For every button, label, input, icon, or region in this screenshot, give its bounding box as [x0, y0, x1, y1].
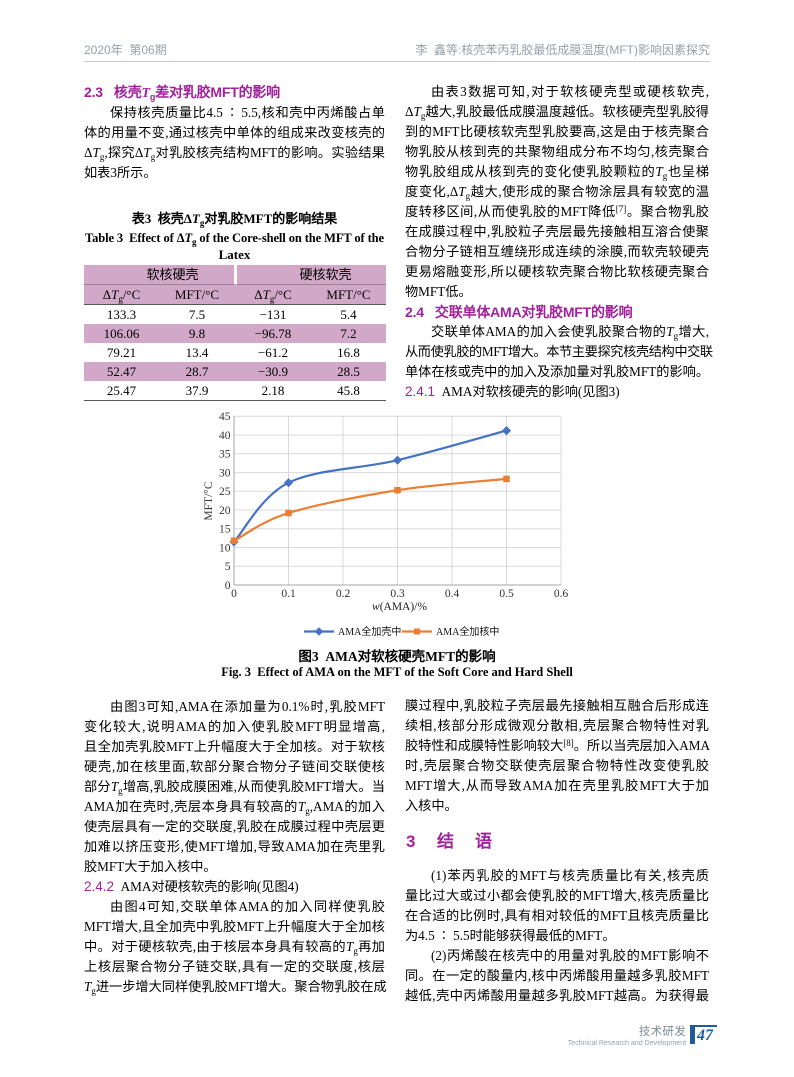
- svg-text:0: 0: [231, 588, 237, 600]
- svg-text:0.1: 0.1: [281, 588, 296, 600]
- svg-text:AMA全加壳中: AMA全加壳中: [338, 625, 401, 638]
- svg-text:0.6: 0.6: [554, 588, 569, 600]
- svg-text:0.3: 0.3: [390, 588, 405, 600]
- svg-text:0.5: 0.5: [499, 588, 514, 600]
- svg-text:0: 0: [225, 580, 231, 592]
- svg-text:w(AMA)/%: w(AMA)/%: [372, 601, 427, 613]
- svg-text:40: 40: [219, 430, 231, 442]
- svg-text:0.2: 0.2: [336, 588, 351, 600]
- svg-text:35: 35: [219, 449, 231, 461]
- svg-text:5: 5: [225, 561, 231, 573]
- svg-text:10: 10: [219, 542, 231, 554]
- svg-text:0.4: 0.4: [445, 588, 460, 600]
- svg-text:MFT/°C: MFT/°C: [203, 481, 215, 520]
- svg-text:15: 15: [219, 524, 231, 536]
- svg-text:20: 20: [219, 505, 231, 517]
- svg-text:AMA全加核中: AMA全加核中: [436, 625, 499, 638]
- svg-text:25: 25: [219, 486, 231, 498]
- svg-text:30: 30: [219, 467, 231, 479]
- svg-text:45: 45: [219, 411, 231, 423]
